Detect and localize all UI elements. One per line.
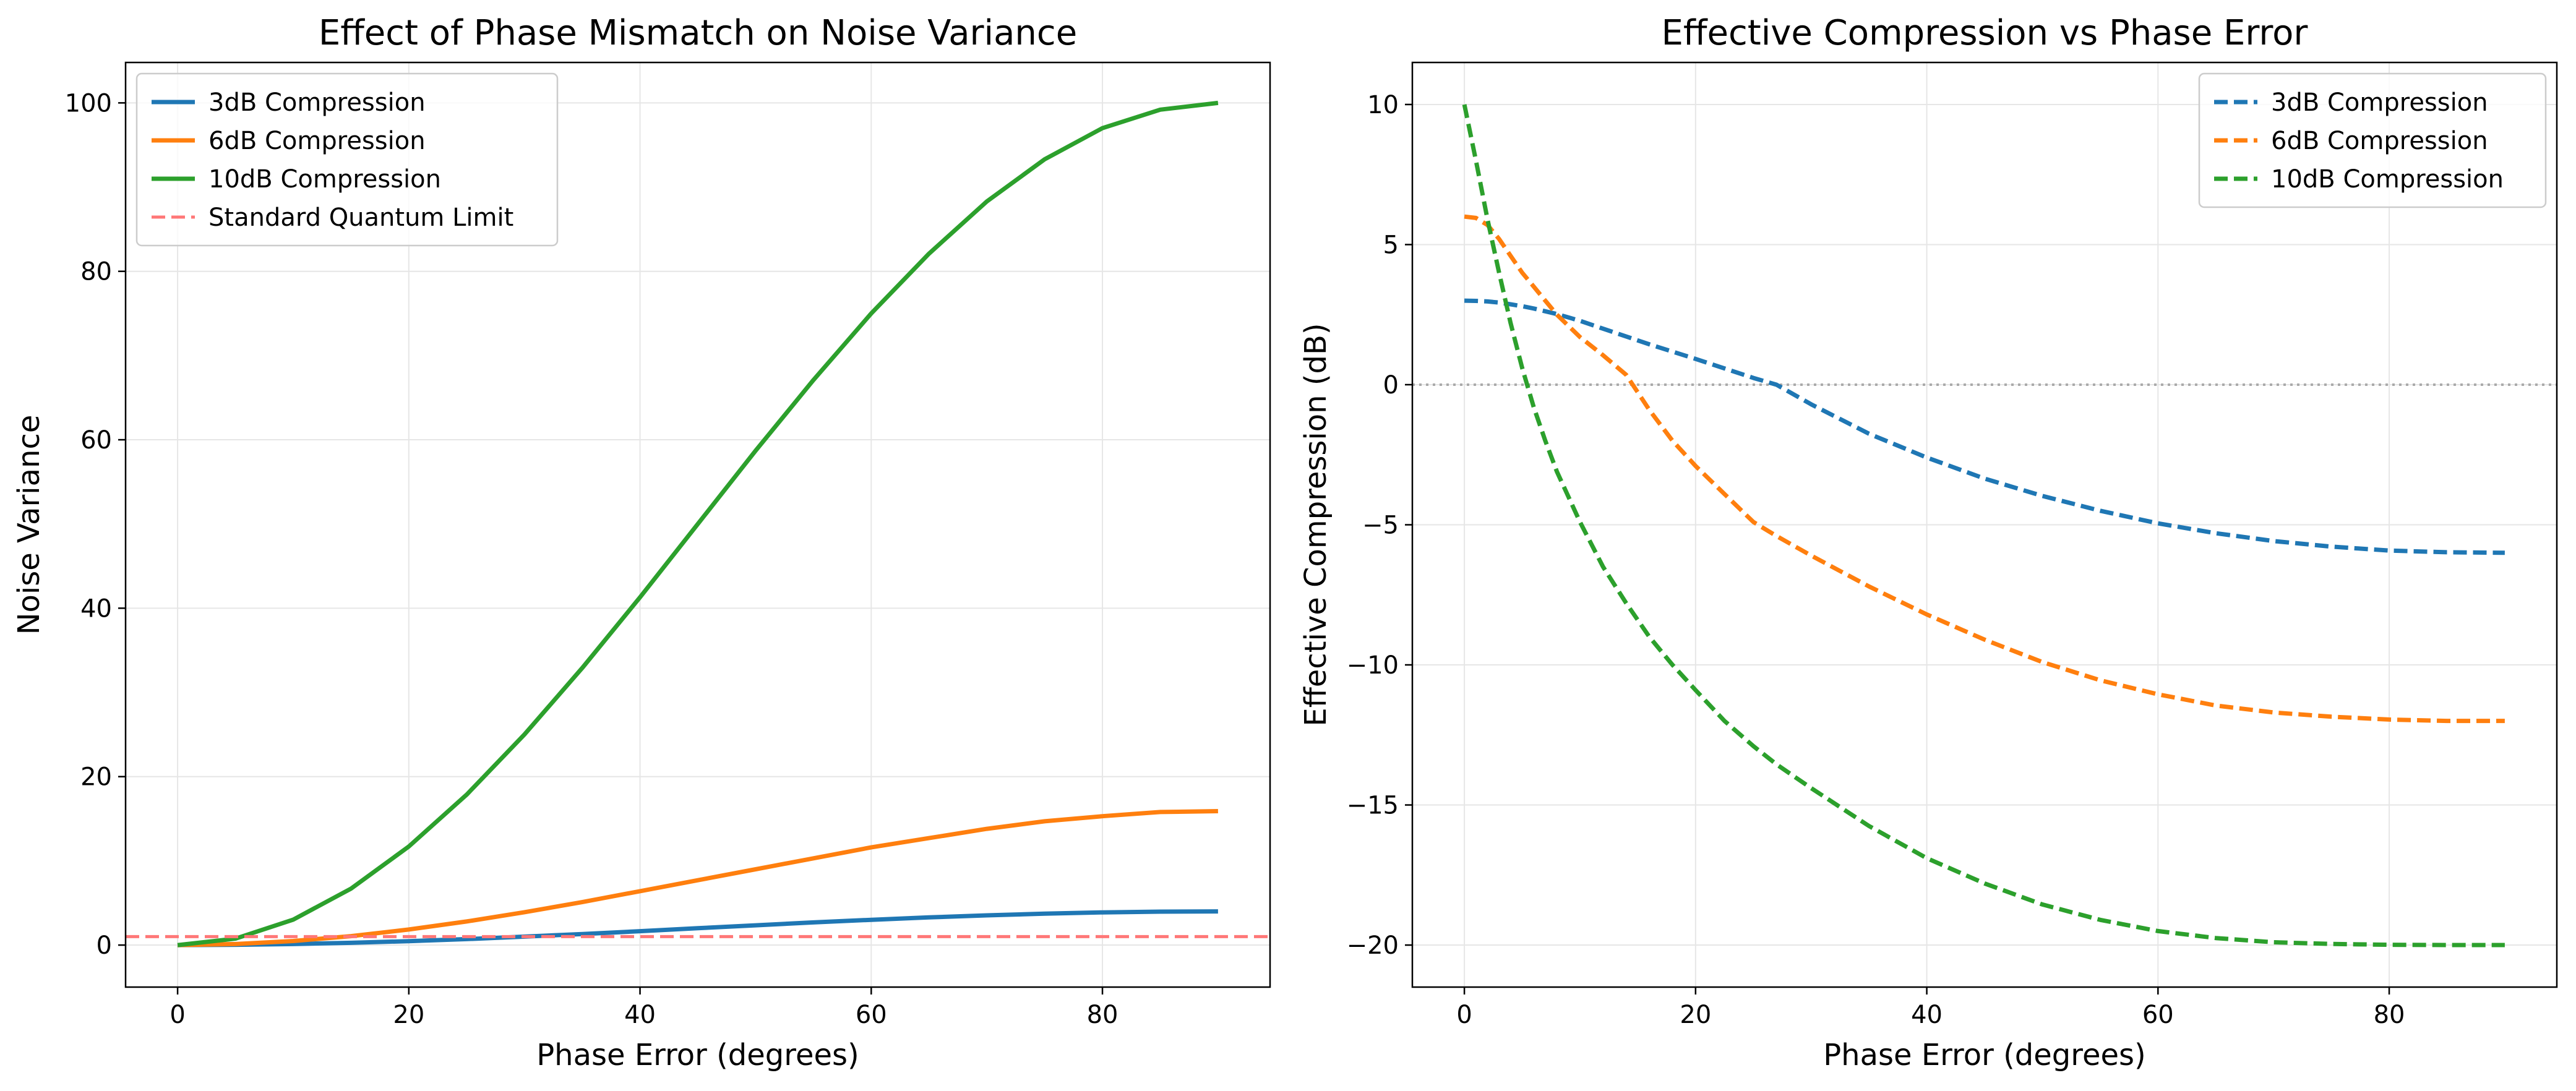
series-line-1 <box>178 909 1218 948</box>
legend-label: 6dB Compression <box>2271 127 2488 155</box>
y-tick-label: −5 <box>1362 511 1399 540</box>
x-tick-label: 40 <box>624 1001 656 1029</box>
legend-label: 10dB Compression <box>208 165 441 194</box>
y-tick-label: −10 <box>1347 651 1399 680</box>
y-tick-label: 40 <box>80 594 112 623</box>
x-tick-label: 60 <box>2142 1001 2174 1029</box>
series-line-3 <box>177 100 1219 948</box>
legend-label: 10dB Compression <box>2271 165 2504 194</box>
y-axis-label: Effective Compression (dB) <box>1299 323 1333 726</box>
chart-panel-noise-variance: 0 20 40 60 80 0 20 40 60 80 100 Effect of Phase Mi… <box>12 13 1271 1072</box>
y-tick-label: 20 <box>80 763 112 792</box>
y-tick-label: 5 <box>1383 231 1399 259</box>
x-tick-label: 20 <box>393 1001 424 1029</box>
y-tick-label: 60 <box>80 426 112 455</box>
x-tick-label: 60 <box>856 1001 887 1029</box>
y-tick-label: 0 <box>1383 371 1399 400</box>
x-tick-label: 20 <box>1680 1001 1711 1029</box>
legend-label: Standard Quantum Limit <box>208 203 513 232</box>
x-tick-label: 80 <box>2374 1001 2405 1029</box>
chart-panel-effective-compression: 0 20 40 60 80 10 5 0 −5 −10 −15 −20 Effective Compr… <box>1299 13 2558 1072</box>
y-tick-label: 80 <box>80 258 112 286</box>
legend-label: 3dB Compression <box>208 88 426 117</box>
legend: 3dB Compression 6dB Compression 10dB Compr… <box>135 72 559 247</box>
y-tick-label: 10 <box>1367 91 1399 119</box>
series-line-2 <box>1464 214 2505 724</box>
y-tick-label: −20 <box>1347 931 1399 960</box>
y-tick-label: 100 <box>65 89 112 118</box>
chart-title: Effect of Phase Mismatch on Noise Varian… <box>319 13 1077 53</box>
y-tick-label: 0 <box>97 931 112 960</box>
x-axis-label: Phase Error (degrees) <box>1823 1038 2146 1072</box>
x-axis-label: Phase Error (degrees) <box>536 1038 859 1072</box>
y-tick-label: −15 <box>1347 792 1399 820</box>
axes-frame <box>124 61 1271 988</box>
x-tick-label: 80 <box>1087 1001 1118 1029</box>
legend-box <box>2198 72 2547 208</box>
series-line-3 <box>1462 104 2505 948</box>
legend-label: 6dB Compression <box>208 127 426 155</box>
x-tick-label: 0 <box>1456 1001 1472 1029</box>
legend-box <box>135 72 559 247</box>
y-axis-label: Noise Variance <box>12 415 46 635</box>
x-tick-label: 0 <box>170 1001 185 1029</box>
x-tick-label: 40 <box>1911 1001 1943 1029</box>
legend: 3dB Compression 6dB Compression 10dB Compr… <box>2198 72 2547 208</box>
series-line-1 <box>1464 298 2505 555</box>
chart-title: Effective Compression vs Phase Error <box>1662 13 2309 53</box>
legend-label: 3dB Compression <box>2271 88 2488 117</box>
